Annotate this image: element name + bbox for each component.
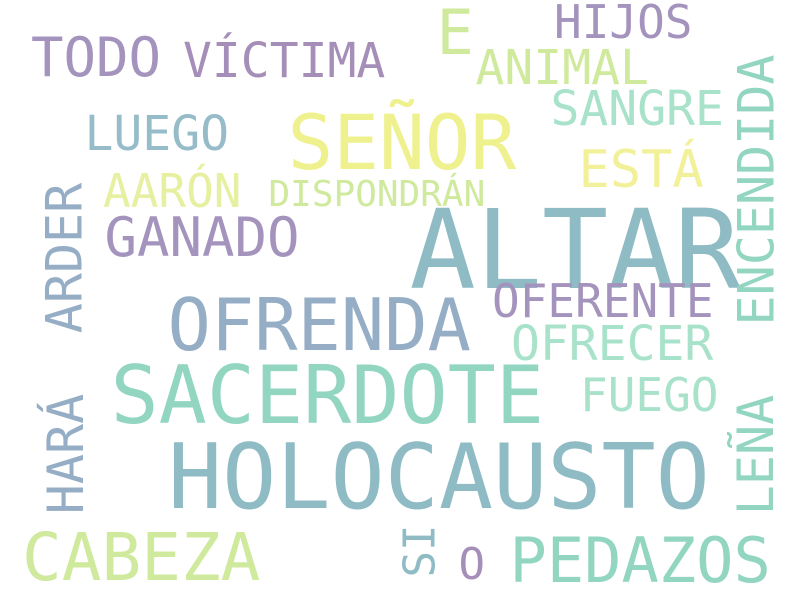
word-dispondran: DISPONDRÁN (268, 174, 486, 215)
word-hara: HARÁ (37, 393, 96, 515)
word-victima: VÍCTIMA (183, 33, 386, 89)
word-cabeza: CABEZA (22, 519, 261, 596)
word-ganado: GANADO (104, 206, 300, 269)
word-animal: ANIMAL (475, 40, 649, 96)
word-o: O (458, 539, 486, 590)
word-holocausto: HOLOCAUSTO (168, 425, 710, 530)
word-altar: ALTAR (409, 186, 741, 314)
word-aaron: AARÓN (103, 164, 242, 218)
word-e: E (436, 0, 474, 69)
word-oferente: OFERENTE (492, 274, 714, 328)
word-ofrecer: OFRECER (511, 316, 714, 372)
word-arder: ARDER (34, 182, 93, 334)
word-sangre: SANGRE (550, 81, 724, 137)
word-luego: LUEGO (84, 106, 230, 162)
word-lena: LEÑA (727, 394, 786, 516)
word-encendida: ENCENDIDA (726, 54, 785, 326)
word-hijos: HIJOS (554, 0, 693, 49)
word-fuego: FUEGO (580, 368, 719, 422)
word-pedazos: PEDAZOS (509, 524, 771, 597)
word-esta: ESTÁ (578, 140, 704, 200)
word-senor: SEÑOR (287, 98, 517, 187)
word-todo: TODO (31, 26, 162, 89)
word-sacerdote: SACERDOTE (110, 349, 544, 442)
word-ofrenda: OFRENDA (167, 283, 471, 367)
word-si: SI (393, 524, 445, 578)
